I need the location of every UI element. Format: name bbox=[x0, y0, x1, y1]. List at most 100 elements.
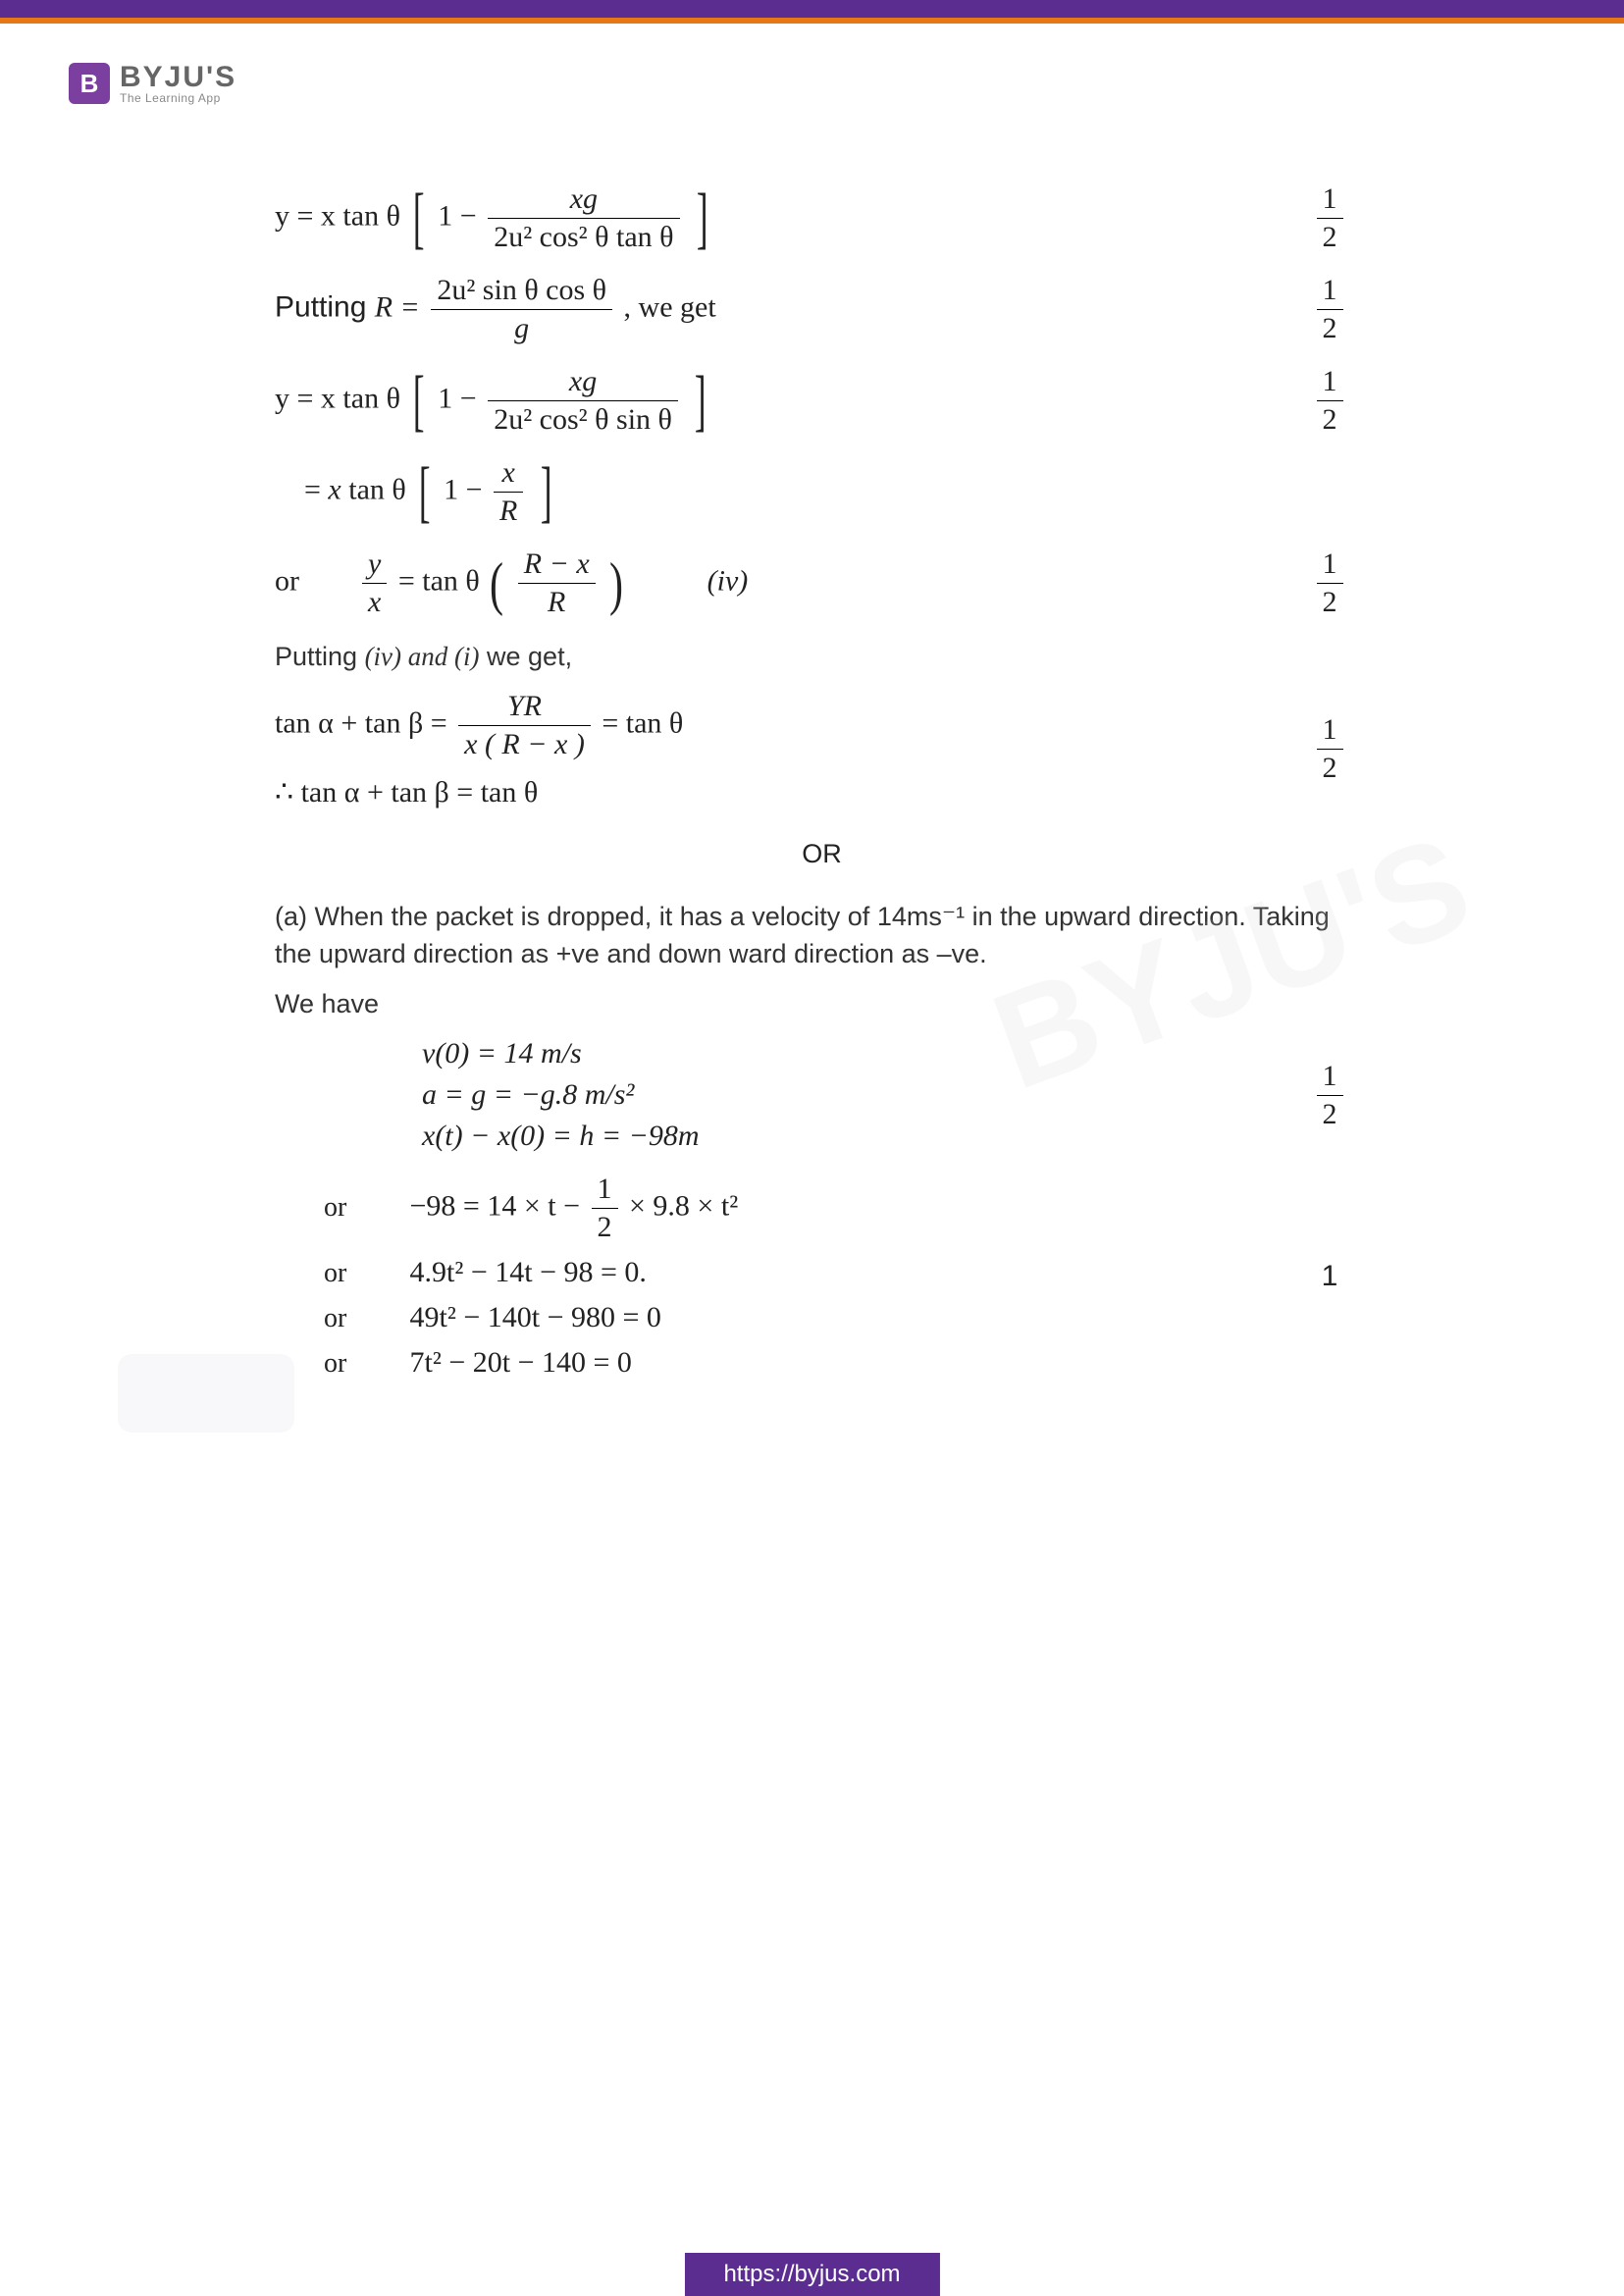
or-prefix: or bbox=[324, 1348, 402, 1380]
bracket-right-icon: ] bbox=[697, 191, 708, 246]
eq-text: 7t² − 20t − 140 = 0 bbox=[410, 1346, 632, 1379]
eq-text: ∴ tan α + tan β = tan θ bbox=[275, 775, 1290, 809]
header-bar-orange bbox=[0, 18, 1624, 24]
equation: or y x = tan θ ( R − x R ) (iv) bbox=[275, 548, 1290, 619]
header-bar-purple bbox=[0, 0, 1624, 18]
text-line: Putting (iv) and (i) we get, bbox=[275, 639, 1369, 676]
mark: 12 bbox=[1290, 713, 1369, 785]
equation-row: y = x tan θ [ 1 − xg 2u² cos² θ sin θ ] … bbox=[275, 365, 1369, 437]
denominator: 2 bbox=[592, 1209, 618, 1244]
eq-text: a = g = −g.8 m/s² bbox=[422, 1078, 1290, 1112]
eq-text: or bbox=[275, 564, 299, 597]
mark-den: 2 bbox=[1317, 310, 1343, 345]
equation-row: or −98 = 14 × t − 1 2 × 9.8 × t² or 4.9t… bbox=[275, 1173, 1369, 1380]
mark-den: 2 bbox=[1317, 401, 1343, 437]
denominator: R bbox=[518, 584, 596, 619]
watermark-block bbox=[118, 1354, 294, 1433]
eq-text: = tan θ bbox=[398, 564, 480, 597]
bracket-right-icon: ] bbox=[695, 374, 707, 429]
equation-row: Putting R = 2u² sin θ cos θ g , we get 1… bbox=[275, 274, 1369, 345]
denominator: 2u² cos² θ sin θ bbox=[488, 401, 678, 437]
eq-text: Putting bbox=[275, 290, 375, 323]
brand-tagline: The Learning App bbox=[120, 92, 236, 104]
fraction: xg 2u² cos² θ tan θ bbox=[488, 183, 679, 254]
mark-num: 1 bbox=[1317, 274, 1343, 310]
fraction: R − x R bbox=[518, 548, 596, 619]
equation-row: or y x = tan θ ( R − x R ) (iv) 12 bbox=[275, 548, 1369, 619]
mark: 1 bbox=[1290, 1260, 1369, 1293]
bracket-left-icon: [ bbox=[413, 374, 425, 429]
eq-text: 4.9t² − 14t − 98 = 0. bbox=[410, 1256, 647, 1288]
eq-text: 49t² − 140t − 980 = 0 bbox=[410, 1301, 661, 1333]
mark-num: 1 bbox=[1317, 713, 1343, 750]
mark-den: 2 bbox=[1317, 1096, 1343, 1131]
mark-den: 2 bbox=[1317, 584, 1343, 619]
paragraph: (a) When the packet is dropped, it has a… bbox=[275, 899, 1369, 973]
mark: 12 bbox=[1290, 548, 1369, 619]
or-prefix: or bbox=[324, 1192, 402, 1224]
mark-num: 1 bbox=[1317, 183, 1343, 219]
bracket-left-icon: [ bbox=[419, 465, 431, 520]
fraction: y x bbox=[362, 548, 387, 619]
mark-den: 2 bbox=[1317, 219, 1343, 254]
mark: 12 bbox=[1290, 274, 1369, 345]
equation-block: or −98 = 14 × t − 1 2 × 9.8 × t² or 4.9t… bbox=[275, 1173, 1290, 1380]
numerator: xg bbox=[569, 365, 597, 397]
denominator: x bbox=[362, 584, 387, 619]
or-prefix: or bbox=[324, 1258, 402, 1289]
eq-text: = tan θ bbox=[602, 706, 683, 739]
brand-name: BYJU'S bbox=[120, 63, 236, 92]
eq-text: v(0) = 14 m/s bbox=[422, 1037, 1290, 1070]
mark-num: 1 bbox=[1317, 365, 1343, 401]
paren-right-icon: ) bbox=[609, 560, 623, 607]
mark: 12 bbox=[1290, 183, 1369, 254]
fraction: x R bbox=[494, 456, 523, 528]
denominator: g bbox=[431, 310, 612, 345]
mark-den: 2 bbox=[1317, 750, 1343, 785]
numerator: 1 bbox=[592, 1173, 618, 1209]
numerator: YR bbox=[458, 690, 591, 726]
equation: tan α + tan β = YR x ( R − x ) = tan θ ∴… bbox=[275, 690, 1290, 809]
fraction: YR x ( R − x ) bbox=[458, 690, 591, 761]
bracket-right-icon: ] bbox=[541, 465, 552, 520]
numerator: x bbox=[494, 456, 523, 493]
equation-row: = x tan θ [ 1 − x R ] bbox=[275, 456, 1369, 528]
equation-row: tan α + tan β = YR x ( R − x ) = tan θ ∴… bbox=[275, 690, 1369, 809]
denominator: 2u² cos² θ tan θ bbox=[488, 219, 679, 254]
bracket-left-icon: [ bbox=[413, 191, 425, 246]
fraction: xg 2u² cos² θ sin θ bbox=[488, 365, 678, 437]
equation: y = x tan θ [ 1 − xg 2u² cos² θ sin θ ] bbox=[275, 365, 1290, 437]
fraction: 2u² sin θ cos θ g bbox=[431, 274, 612, 345]
eq-text: , we get bbox=[624, 290, 716, 323]
eq-text: tan α + tan β = bbox=[275, 706, 447, 739]
eq-text: y = x tan θ bbox=[275, 382, 400, 414]
eq-text: y = x tan θ bbox=[275, 199, 400, 232]
content-region: y = x tan θ [ 1 − xg 2u² cos² θ tan θ ] … bbox=[275, 183, 1369, 1380]
eq-text: x(t) − x(0) = h = −98m bbox=[422, 1120, 1290, 1153]
equation-row: v(0) = 14 m/s a = g = −g.8 m/s² x(t) − x… bbox=[275, 1037, 1369, 1153]
mark-num: 1 bbox=[1317, 1060, 1343, 1096]
eq-text: −98 = 14 × t − bbox=[410, 1190, 588, 1223]
brand-text: BYJU'S The Learning App bbox=[120, 63, 236, 104]
equation: y = x tan θ [ 1 − xg 2u² cos² θ tan θ ] bbox=[275, 183, 1290, 254]
numerator: R − x bbox=[518, 548, 596, 584]
numerator: 2u² sin θ cos θ bbox=[431, 274, 612, 310]
page: B BYJU'S The Learning App BYJU'S y = x t… bbox=[0, 0, 1624, 2296]
paren-left-icon: ( bbox=[490, 560, 503, 607]
mark-num: 1 bbox=[1317, 548, 1343, 584]
equation-block: v(0) = 14 m/s a = g = −g.8 m/s² x(t) − x… bbox=[275, 1037, 1290, 1153]
numerator: y bbox=[362, 548, 387, 584]
numerator: xg bbox=[570, 183, 598, 215]
equation: = x tan θ [ 1 − x R ] bbox=[275, 456, 1290, 528]
denominator: x ( R − x ) bbox=[458, 726, 591, 761]
eq-label: (iv) bbox=[707, 564, 749, 597]
eq-text: × 9.8 × t² bbox=[629, 1190, 738, 1223]
equation: Putting R = 2u² sin θ cos θ g , we get bbox=[275, 274, 1290, 345]
denominator: R bbox=[494, 493, 523, 528]
text-line: We have bbox=[275, 986, 1369, 1023]
mark: 12 bbox=[1290, 365, 1369, 437]
or-separator: OR bbox=[275, 839, 1369, 869]
eq-text: R = bbox=[375, 290, 420, 323]
fraction: 1 2 bbox=[592, 1173, 618, 1244]
brand-badge-icon: B bbox=[69, 63, 110, 104]
